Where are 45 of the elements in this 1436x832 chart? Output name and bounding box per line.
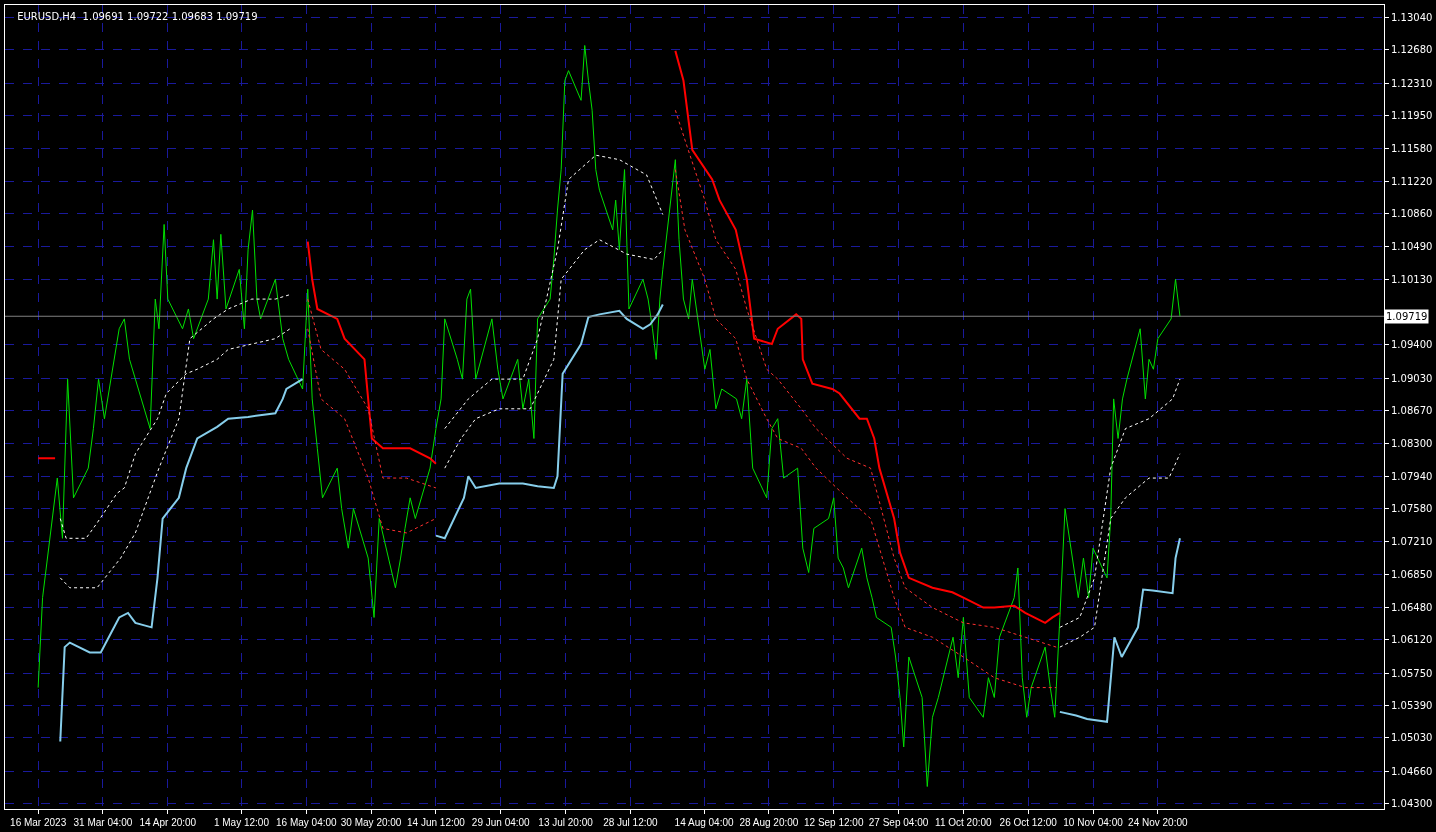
x-tick-label: 26 Oct 12:00 [999, 817, 1058, 828]
y-tick-label: 1.09030 [1391, 372, 1433, 384]
y-tick-label: 1.13040 [1391, 12, 1433, 24]
y-tick-label: 1.07210 [1391, 536, 1433, 548]
y-tick-label: 1.05750 [1391, 667, 1433, 679]
text: EURUSD,H4 1.09691 1.09722 1.09683 1.09719 [17, 11, 258, 23]
x-tick-label: 14 Aug 04:00 [674, 817, 734, 828]
y-tick-label: 1.11580 [1391, 143, 1433, 155]
x-tick-label: 28 Jul 12:00 [603, 817, 659, 828]
y-tick-label: 1.07580 [1391, 503, 1433, 515]
y-tick-label: 1.07940 [1391, 470, 1433, 482]
x-tick-label: 14 Jun 12:00 [407, 817, 466, 828]
y-tick-label: 1.04300 [1391, 798, 1433, 810]
y-tick-label: 1.12680 [1391, 44, 1433, 56]
y-tick-label: 1.06850 [1391, 568, 1433, 580]
y-tick-label: 1.11950 [1391, 110, 1433, 122]
x-tick-label: 24 Nov 20:00 [1128, 817, 1189, 828]
y-tick-label: 1.10130 [1391, 273, 1433, 285]
y-tick-label: 1.08300 [1391, 438, 1433, 450]
x-tick-label: 13 Jul 20:00 [538, 817, 594, 828]
y-tick-label: 1.10490 [1391, 241, 1433, 253]
x-tick-label: 28 Aug 20:00 [739, 817, 799, 828]
y-tick-label: 1.05390 [1391, 700, 1433, 712]
y-tick-label: 1.05030 [1391, 732, 1433, 744]
y-tick-label: 1.12310 [1391, 77, 1433, 89]
y-tick-label: 1.06480 [1391, 602, 1433, 614]
x-tick-label: 1 May 12:00 [213, 817, 270, 828]
y-tick-label: 1.10860 [1391, 208, 1433, 220]
y-tick-label: 1.06120 [1391, 634, 1433, 646]
x-tick-label: 30 May 20:00 [340, 817, 402, 828]
x-tick-label: 10 Nov 04:00 [1063, 817, 1124, 828]
y-tick-label: 1.11220 [1391, 175, 1433, 187]
x-tick-label: 27 Sep 04:00 [868, 817, 929, 828]
x-tick-label: 12 Sep 12:00 [803, 817, 864, 828]
x-tick-label: 16 May 04:00 [275, 817, 338, 828]
x-tick-label: 11 Oct 20:00 [935, 817, 993, 828]
ref-line-label: 1.09719 [1386, 311, 1428, 322]
x-tick-label: 31 Mar 04:00 [73, 817, 133, 828]
y-tick-label: 1.08670 [1391, 405, 1433, 417]
x-tick-label: 14 Apr 20:00 [139, 817, 197, 828]
line-series [37, 44, 1181, 788]
x-tick-label: 29 Jun 04:00 [471, 817, 531, 828]
x-tick-label: 16 Mar 2023 [10, 817, 67, 828]
y-tick-label: 1.04660 [1391, 765, 1433, 777]
y-tick-label: 1.09400 [1391, 339, 1433, 351]
